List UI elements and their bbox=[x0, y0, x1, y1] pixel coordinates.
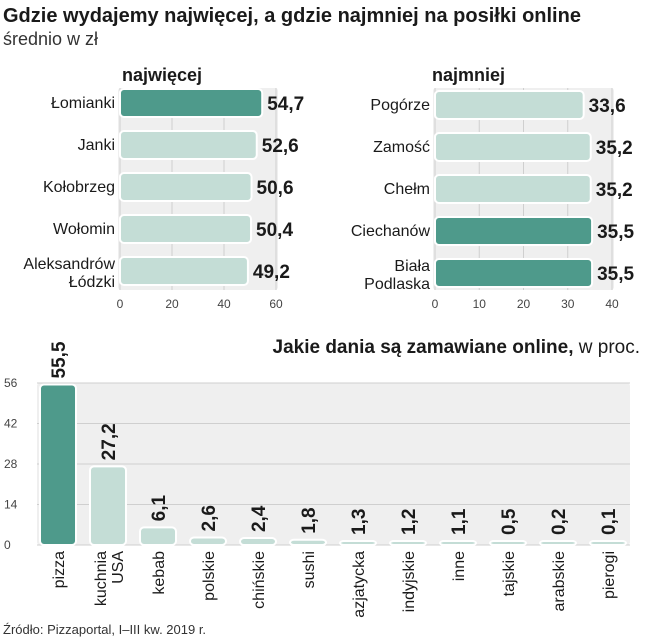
bar bbox=[539, 540, 577, 546]
category-label: Pogórze bbox=[370, 97, 430, 114]
bar bbox=[139, 526, 177, 547]
x-tick-label: 0 bbox=[432, 297, 439, 311]
value-label: 55,5 bbox=[49, 341, 70, 378]
bar bbox=[119, 172, 253, 202]
bar bbox=[289, 538, 327, 546]
bar bbox=[119, 130, 258, 160]
bar bbox=[389, 540, 427, 546]
category-label: pierogi bbox=[601, 551, 618, 599]
bar bbox=[119, 88, 264, 118]
chart-title: Gdzie wydajemy najwięcej, a gdzie najmni… bbox=[3, 5, 581, 27]
category-label: Aleksandrów Łódzki bbox=[23, 256, 115, 291]
category-label: Janki bbox=[78, 137, 115, 154]
x-tick-label: 40 bbox=[605, 297, 619, 311]
bar bbox=[434, 174, 592, 204]
value-label: 0,1 bbox=[599, 508, 620, 535]
value-label: 1,3 bbox=[349, 509, 370, 535]
value-label: 0,2 bbox=[549, 509, 570, 535]
value-label: 35,2 bbox=[596, 180, 633, 201]
panel-title: najmniej bbox=[432, 65, 505, 85]
bar bbox=[119, 214, 253, 244]
value-label: 1,8 bbox=[299, 507, 320, 533]
bar bbox=[434, 132, 592, 162]
category-label: tajskie bbox=[501, 551, 518, 596]
value-label: 50,4 bbox=[256, 220, 293, 241]
category-label: Biała Podlaska bbox=[364, 258, 430, 293]
category-label: Wołomin bbox=[53, 221, 115, 238]
panel-dishes: 0 14 28 42 56 Jakie dania są zamawiane online… bbox=[4, 337, 640, 618]
bar bbox=[589, 540, 627, 546]
value-label: 1,1 bbox=[449, 508, 470, 535]
x-tick-label: 10 bbox=[473, 297, 487, 311]
value-label: 54,7 bbox=[267, 94, 304, 115]
value-label: 50,6 bbox=[257, 178, 294, 199]
panel-most-expensive: 0 20 40 60 najwięcej Łomianki 54,7 Janki 52,6 Koł… bbox=[23, 65, 304, 311]
value-label: 49,2 bbox=[253, 262, 290, 283]
category-label: Kołobrzeg bbox=[43, 179, 115, 196]
value-label: 35,2 bbox=[596, 138, 633, 159]
y-tick-label: 42 bbox=[4, 417, 18, 431]
bar bbox=[189, 536, 227, 547]
x-tick-label: 20 bbox=[517, 297, 531, 311]
bar bbox=[439, 540, 477, 546]
bar bbox=[434, 258, 594, 288]
x-tick-label: 30 bbox=[561, 297, 575, 311]
x-tick-label: 0 bbox=[117, 297, 124, 311]
category-label: inne bbox=[451, 551, 468, 581]
x-tick-label: 40 bbox=[217, 297, 231, 311]
value-label: 6,1 bbox=[149, 495, 170, 522]
category-label: Zamość bbox=[373, 139, 430, 156]
panel-title: najwięcej bbox=[122, 65, 202, 85]
x-tick-label: 60 bbox=[269, 297, 283, 311]
bar bbox=[119, 256, 249, 286]
y-tick-label: 56 bbox=[4, 376, 18, 390]
category-label: polskie bbox=[201, 551, 218, 601]
category-label: Chełm bbox=[384, 181, 430, 198]
category-label: indyjskie bbox=[401, 551, 418, 612]
value-label: 2,6 bbox=[199, 505, 220, 531]
x-tick-label: 20 bbox=[165, 297, 179, 311]
value-label: 35,5 bbox=[597, 264, 634, 285]
category-label: kebab bbox=[151, 551, 168, 595]
value-label: 52,6 bbox=[262, 136, 299, 157]
value-label: 27,2 bbox=[99, 423, 120, 460]
category-label: pizza bbox=[51, 551, 68, 588]
value-label: 33,6 bbox=[589, 96, 626, 117]
category-label: sushi bbox=[301, 551, 318, 588]
bar bbox=[434, 216, 594, 246]
panel-title: Jakie dania są zamawiane online, w proc. bbox=[273, 337, 641, 358]
category-label: arabskie bbox=[551, 551, 568, 612]
y-tick-label: 28 bbox=[4, 457, 18, 471]
chart-subtitle: średnio w zł bbox=[3, 29, 98, 49]
category-label: kuchniaUSA bbox=[93, 551, 127, 606]
y-tick-label: 0 bbox=[4, 538, 11, 552]
bar bbox=[434, 90, 585, 120]
y-tick-label: 14 bbox=[4, 498, 18, 512]
value-label: 35,5 bbox=[597, 222, 634, 243]
category-label: Ciechanów bbox=[351, 223, 431, 240]
value-label: 2,4 bbox=[249, 505, 270, 532]
category-label: chińskie bbox=[251, 551, 268, 609]
bar bbox=[339, 540, 377, 546]
bar bbox=[489, 540, 527, 546]
bar bbox=[39, 383, 77, 547]
category-label: Łomianki bbox=[51, 95, 115, 112]
category-label: azjatycka bbox=[351, 551, 368, 618]
value-label: 0,5 bbox=[499, 508, 520, 535]
source-note: Źródło: Pizzaportal, I–III kw. 2019 r. bbox=[3, 622, 206, 637]
bar bbox=[239, 537, 277, 546]
bar bbox=[89, 465, 127, 547]
value-label: 1,2 bbox=[399, 509, 420, 535]
